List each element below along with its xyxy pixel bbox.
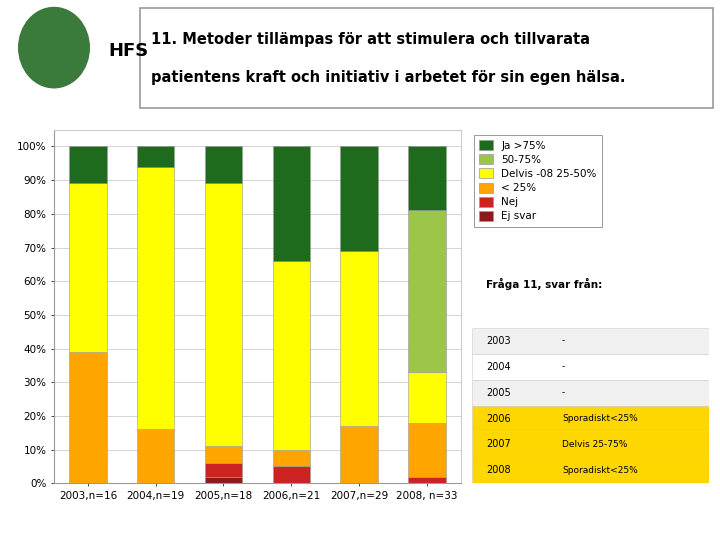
Text: Delvis 25-75%: Delvis 25-75% [562,440,627,449]
Bar [341,146,378,251]
Bar [69,352,107,483]
Bar [205,446,242,463]
Bar [472,431,709,457]
Bar [408,211,446,372]
Bar [341,251,378,426]
Bar [205,463,242,477]
Bar [341,426,378,483]
Ellipse shape [18,7,90,89]
Text: 2007: 2007 [486,440,510,449]
Bar [472,354,709,380]
Text: 2003: 2003 [486,336,510,346]
Bar [137,429,174,483]
FancyBboxPatch shape [140,8,713,107]
Text: 2005: 2005 [486,388,510,397]
Bar [408,146,446,211]
Bar [205,184,242,446]
Text: Nätverket Hälsofrämjande sjukhus och vårdorganisationer (HFS): Nätverket Hälsofrämjande sjukhus och vår… [158,510,562,524]
Bar [472,406,709,431]
Text: Fråga 11, svar från:: Fråga 11, svar från: [486,278,602,290]
Text: Sporadiskt<25%: Sporadiskt<25% [562,466,638,475]
Text: HFS: HFS [108,42,148,60]
Bar [408,423,446,477]
Bar [137,167,174,429]
Bar [205,146,242,184]
Text: -: - [562,336,565,345]
Bar [137,146,174,167]
Text: -: - [562,362,565,371]
Legend: Ja >75%, 50-75%, Delvis -08 25-50%, < 25%, Nej, Ej svar: Ja >75%, 50-75%, Delvis -08 25-50%, < 25… [474,135,602,227]
Bar [273,146,310,261]
Bar [472,380,709,406]
Bar [408,477,446,483]
Text: 2008: 2008 [486,465,510,475]
Bar [273,467,310,483]
Bar [205,477,242,483]
Bar [472,328,709,354]
Bar [273,261,310,450]
Text: Sporadiskt<25%: Sporadiskt<25% [562,414,638,423]
Bar [408,372,446,423]
Text: 2006: 2006 [486,414,510,423]
Bar [273,450,310,467]
Text: 2004: 2004 [486,362,510,372]
Text: 11. Metoder tillämpas för att stimulera och tillvarata: 11. Metoder tillämpas för att stimulera … [151,32,590,47]
Bar [472,457,709,483]
Bar [69,184,107,352]
Text: -: - [562,388,565,397]
Bar [69,146,107,184]
Text: patientens kraft och initiativ i arbetet för sin egen hälsa.: patientens kraft och initiativ i arbetet… [151,70,626,85]
